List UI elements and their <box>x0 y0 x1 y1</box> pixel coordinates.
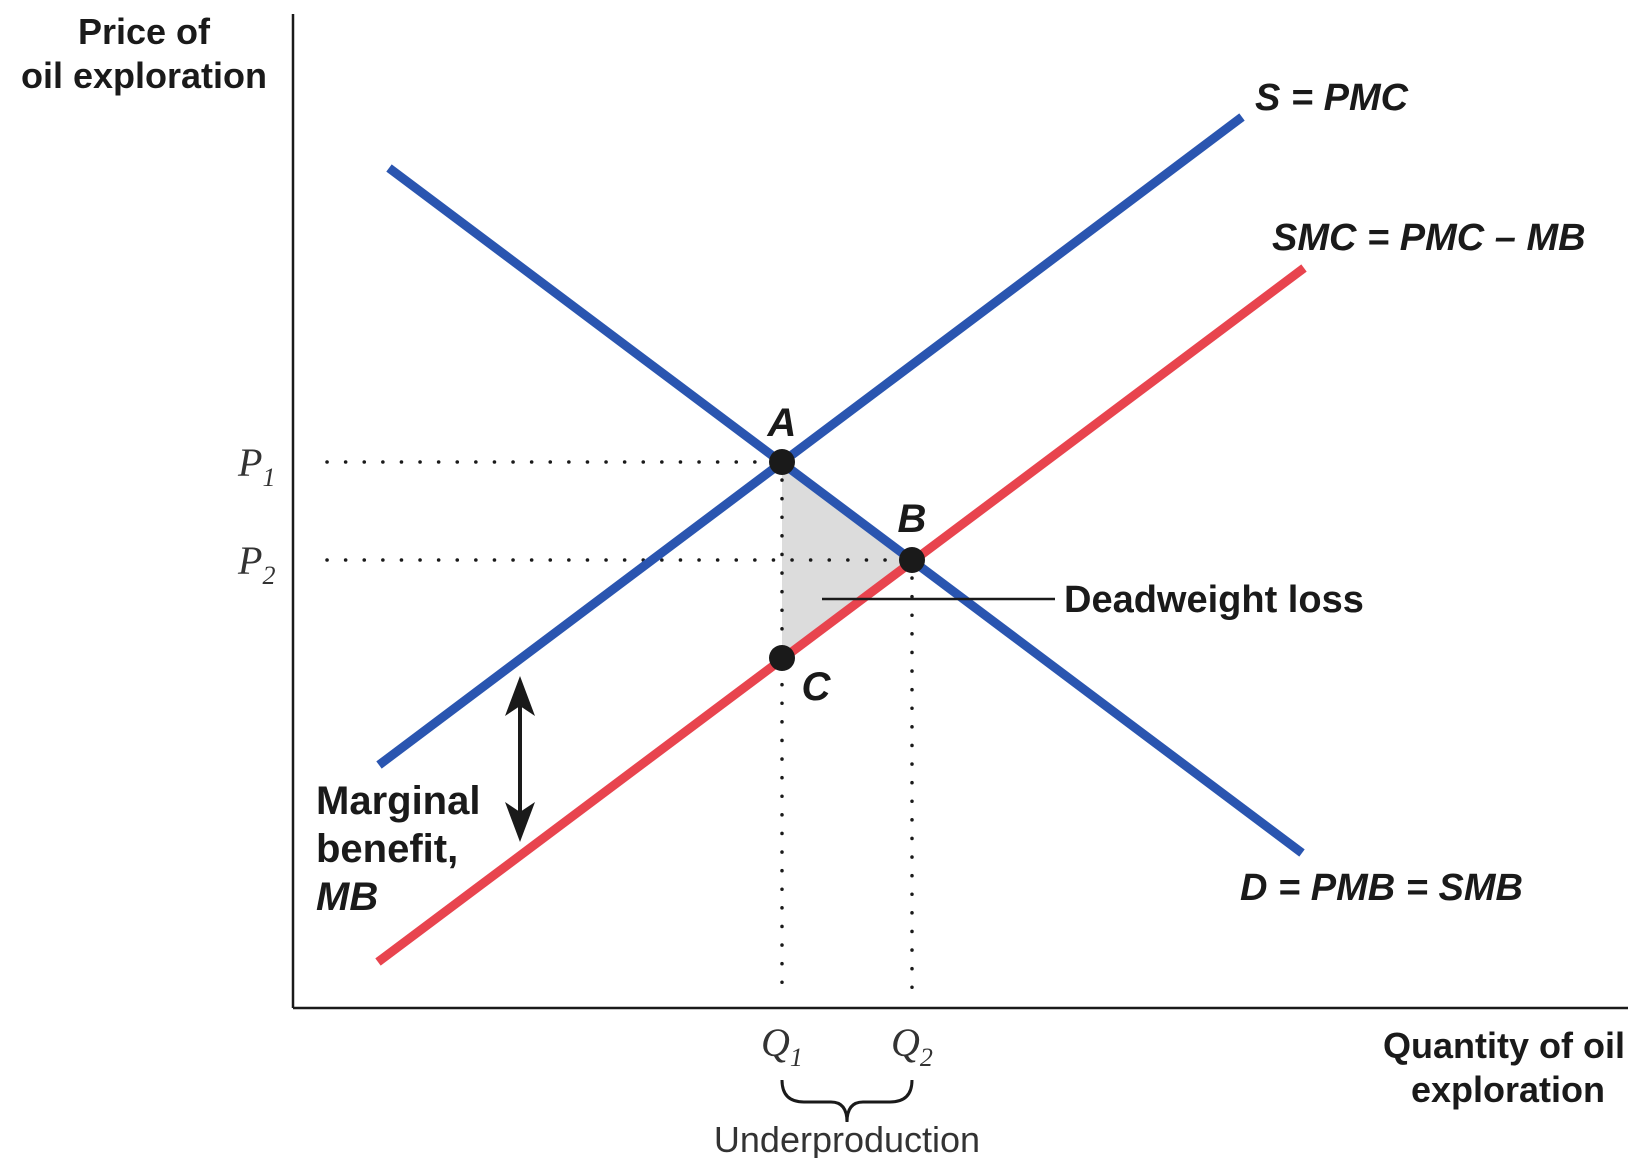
guide-lines <box>325 460 914 1002</box>
x-axis-label-line1: Quantity of oil <box>1383 1025 1625 1066</box>
deadweight-loss-label: Deadweight loss <box>1064 579 1364 621</box>
arrow-head-up-icon <box>505 676 535 716</box>
smc-label: SMC = PMC – MB <box>1272 217 1586 259</box>
p1-label-base: P <box>237 440 262 485</box>
x-axis-label-line2: exploration <box>1411 1069 1605 1110</box>
point-a-label: A <box>767 401 797 445</box>
supply-curve <box>376 113 1245 769</box>
smc-curve <box>375 264 1307 966</box>
point-c <box>769 645 795 671</box>
p1-label-sub: 1 <box>262 463 275 492</box>
marginal-benefit-line1: Marginal <box>316 779 480 823</box>
marginal-benefit-line2: benefit, <box>316 827 458 871</box>
q2-label-sub: 2 <box>920 1043 933 1072</box>
marginal-benefit-line3: MB <box>316 875 378 919</box>
underproduction-label: Underproduction <box>714 1119 980 1158</box>
demand-label: D = PMB = SMB <box>1240 867 1523 909</box>
marginal-benefit-arrow <box>505 676 535 842</box>
point-b-label: B <box>898 497 927 541</box>
p2-label-base: P <box>237 538 262 583</box>
q1-label-base: Q <box>761 1020 790 1065</box>
arrow-head-down-icon <box>505 802 535 842</box>
q2-label: Q2 <box>891 1020 933 1072</box>
y-axis-label-line2: oil exploration <box>21 55 267 96</box>
y-axis-label-line1: Price of <box>78 11 211 52</box>
demand-curve <box>386 164 1305 857</box>
point-c-label: C <box>802 665 832 709</box>
q1-label: Q1 <box>761 1020 803 1072</box>
q2-label-base: Q <box>891 1020 920 1065</box>
p2-label: P2 <box>237 538 275 590</box>
p2-label-sub: 2 <box>262 561 275 590</box>
supply-label: S = PMC <box>1255 77 1409 119</box>
point-a <box>769 449 795 475</box>
q1-label-sub: 1 <box>790 1043 803 1072</box>
p1-label: P1 <box>237 440 275 492</box>
underproduction-brace <box>780 1079 914 1123</box>
point-b <box>899 547 925 573</box>
